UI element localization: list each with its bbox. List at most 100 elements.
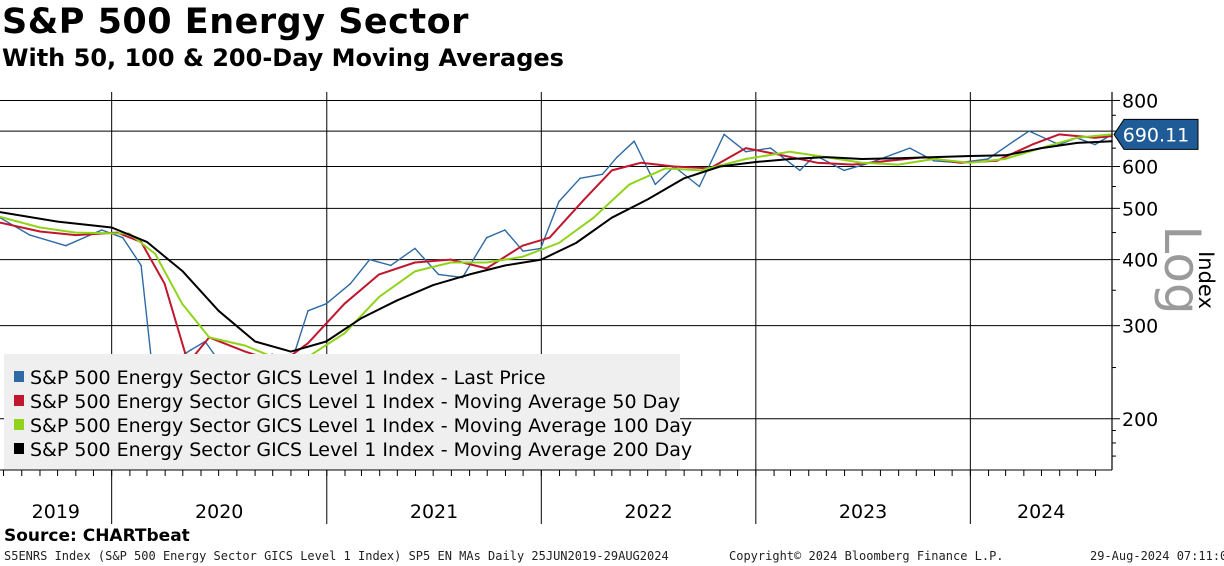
data-point <box>897 157 900 160</box>
log-watermark: Log <box>1153 225 1211 314</box>
data-point <box>163 283 166 285</box>
series-line <box>0 133 1113 362</box>
data-point <box>65 244 67 247</box>
series-group <box>0 130 1113 438</box>
data-point <box>100 229 103 231</box>
data-point <box>673 165 675 168</box>
data-point <box>633 140 635 142</box>
data-point <box>540 258 543 261</box>
data-point <box>683 177 685 180</box>
data-point <box>1040 147 1043 149</box>
data-point <box>558 200 560 203</box>
data-point <box>592 216 595 219</box>
data-point <box>75 234 77 236</box>
data-point <box>56 220 59 223</box>
data-point <box>0 221 1 224</box>
y-tick-label: 300 <box>1122 316 1158 338</box>
source-note: Source: CHARTbeat <box>4 526 190 546</box>
data-point <box>1004 158 1006 160</box>
data-point <box>745 150 747 153</box>
data-point <box>244 350 246 353</box>
data-point <box>449 258 452 261</box>
data-point <box>616 156 618 158</box>
data-point <box>521 244 524 247</box>
data-point <box>343 332 346 335</box>
legend-swatch <box>14 443 24 454</box>
series-line <box>0 140 1113 353</box>
data-point <box>789 158 792 160</box>
data-point <box>521 255 524 258</box>
data-point <box>646 198 649 201</box>
data-point <box>640 161 643 164</box>
y-tick-label: 400 <box>1122 250 1158 272</box>
data-point <box>485 236 488 239</box>
data-point <box>414 261 416 264</box>
y-axis-label: Index <box>1194 251 1218 309</box>
data-point <box>360 317 363 319</box>
data-point <box>0 215 1 218</box>
data-point <box>343 302 346 305</box>
data-point <box>140 264 142 267</box>
data-point <box>601 173 604 176</box>
data-point <box>1076 142 1079 144</box>
data-point <box>504 229 506 231</box>
footer-right: 29-Aug-2024 07:11:06 <box>1090 549 1224 563</box>
data-point <box>816 161 818 164</box>
legend-swatch <box>14 419 24 430</box>
data-point <box>745 147 747 149</box>
data-point <box>1028 130 1030 132</box>
data-point <box>390 264 392 267</box>
data-point <box>723 133 725 136</box>
data-point <box>468 273 471 276</box>
series-4 <box>0 140 1113 353</box>
data-point <box>755 161 757 163</box>
data-point <box>349 283 352 285</box>
x-tick-label: 2020 <box>195 501 243 523</box>
data-point <box>290 350 292 353</box>
data-point <box>719 165 721 168</box>
data-point <box>654 183 657 186</box>
legend-label: S&P 500 Energy Sector GICS Level 1 Index… <box>30 391 680 413</box>
data-point <box>1075 136 1078 139</box>
data-point <box>1031 143 1033 146</box>
data-point <box>933 158 935 160</box>
data-point <box>860 161 863 164</box>
data-point <box>611 169 613 172</box>
data-point <box>414 270 416 273</box>
data-point <box>579 177 581 180</box>
data-point <box>909 147 911 149</box>
data-point <box>29 234 31 236</box>
data-point <box>217 310 220 312</box>
legend-label: S&P 500 Energy Sector GICS Level 1 Index… <box>30 367 546 389</box>
data-point <box>39 230 41 233</box>
data-point <box>122 236 124 239</box>
data-point <box>843 169 845 172</box>
data-point <box>987 158 989 160</box>
data-point <box>414 247 416 250</box>
data-point <box>449 261 452 264</box>
data-point <box>146 241 148 243</box>
x-tick-label: 2023 <box>839 501 887 523</box>
y-tick-label: 800 <box>1122 90 1158 112</box>
data-point <box>181 270 184 273</box>
data-point <box>1058 133 1060 136</box>
data-point <box>307 310 309 312</box>
footer-center: Copyright© 2024 Bloomberg Finance L.P. <box>729 549 1004 563</box>
data-point <box>664 167 667 170</box>
chart-subtitle: With 50, 100 & 200-Day Moving Averages <box>2 44 564 72</box>
data-point <box>154 253 156 255</box>
legend-swatch <box>14 371 24 382</box>
series-3 <box>0 133 1113 362</box>
chart-title: S&P 500 Energy Sector <box>2 2 469 42</box>
data-point <box>799 169 801 172</box>
data-point <box>325 340 327 343</box>
data-point <box>522 250 524 252</box>
data-point <box>0 211 1 213</box>
x-tick-label: 2022 <box>624 501 672 523</box>
data-point <box>698 185 701 188</box>
legend-label: S&P 500 Energy Sector GICS Level 1 Index… <box>30 439 692 461</box>
data-point <box>368 258 371 261</box>
series-line <box>0 133 1113 364</box>
y-tick-label: 600 <box>1122 157 1158 179</box>
